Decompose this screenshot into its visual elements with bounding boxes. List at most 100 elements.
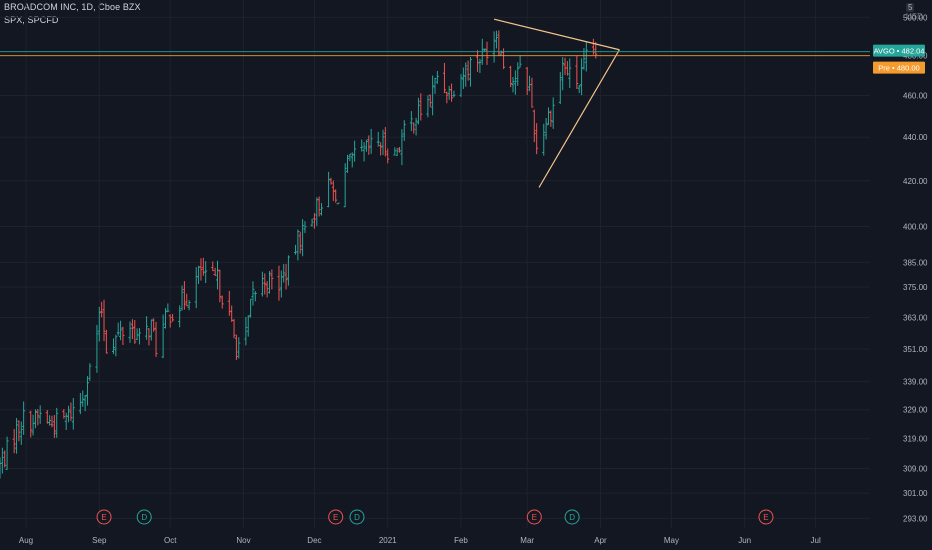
x-tick-label: Feb xyxy=(454,536,468,545)
x-tick-label: Nov xyxy=(236,536,250,545)
ohlc-bar xyxy=(81,390,85,407)
ohlc-bar xyxy=(185,293,189,307)
ohlc-bar xyxy=(563,57,567,75)
ohlc-bar xyxy=(577,85,581,94)
ohlc-bar xyxy=(343,163,347,208)
ohlc-bar xyxy=(100,301,104,318)
ohlc-bar xyxy=(395,147,399,156)
y-tick-label: 363.00 xyxy=(903,314,928,323)
ohlc-bar xyxy=(558,71,562,104)
ohlc-bar xyxy=(518,55,522,68)
marker-circle xyxy=(96,509,112,525)
earnings-marker[interactable]: E xyxy=(526,509,542,525)
ohlc-bar xyxy=(362,142,366,162)
ohlc-bar xyxy=(447,85,451,100)
ohlc-bar xyxy=(298,231,302,254)
y-tick-label: 440.00 xyxy=(903,133,928,142)
marker-circle xyxy=(349,509,365,525)
ohlc-bar xyxy=(97,306,101,342)
ohlc-bar xyxy=(104,329,108,354)
ohlc-bar xyxy=(0,457,2,479)
ohlc-bar xyxy=(263,273,267,295)
y-tick-label: 293.00 xyxy=(903,514,928,523)
ohlc-bar xyxy=(29,410,33,438)
ohlc-bar xyxy=(270,269,274,290)
earnings-marker[interactable]: E xyxy=(758,509,774,525)
ohlc-bar xyxy=(50,415,54,428)
x-tick-label: Oct xyxy=(164,536,177,545)
ohlc-bar xyxy=(379,142,383,156)
ohlc-bar xyxy=(568,58,572,89)
ohlc-bar xyxy=(513,70,517,95)
ohlc-bar xyxy=(52,415,56,438)
earnings-marker[interactable]: E xyxy=(328,509,344,525)
x-tick-label: Jul xyxy=(811,536,821,545)
ohlc-bar xyxy=(237,337,241,359)
ohlc-bar xyxy=(492,31,496,63)
ohlc-bar xyxy=(364,139,368,152)
ohlc-bar xyxy=(31,414,35,436)
ohlc-bar xyxy=(426,95,430,118)
scale-mode-indicator[interactable]: 5 USD xyxy=(906,3,932,21)
ohlc-bar xyxy=(251,281,255,306)
ohlc-bar xyxy=(182,281,186,310)
ohlc-bar xyxy=(565,61,569,76)
marker-circle xyxy=(136,509,152,525)
last-price-label: AVGO • 482.04 xyxy=(873,44,925,57)
ohlc-bar xyxy=(393,147,397,156)
ohlc-bar xyxy=(234,334,238,360)
currency-label: USD xyxy=(906,12,923,21)
marker-circle xyxy=(564,509,580,525)
ohlc-bar xyxy=(116,322,120,336)
ohlc-bar xyxy=(0,447,4,474)
ohlc-bar xyxy=(55,407,59,438)
ohlc-bar xyxy=(128,321,132,343)
dividend-marker[interactable]: D xyxy=(349,509,365,525)
marker-letter: D xyxy=(354,513,360,522)
ohlc-bar xyxy=(249,298,253,318)
dividend-marker[interactable]: D xyxy=(136,509,152,525)
scale-mode-letter[interactable]: 5 xyxy=(906,3,915,12)
ohlc-bar xyxy=(279,270,283,298)
x-tick-label: Apr xyxy=(594,536,607,545)
y-tick-label: 400.00 xyxy=(903,223,928,232)
ohlc-bar xyxy=(329,177,333,185)
earnings-marker[interactable]: E xyxy=(96,509,112,525)
ohlc-bar xyxy=(102,299,106,342)
dividend-marker[interactable]: D xyxy=(564,509,580,525)
ohlc-bar xyxy=(478,58,482,74)
ohlc-bar xyxy=(161,314,165,359)
ohlc-bar xyxy=(575,55,579,89)
ohlc-bar xyxy=(244,316,248,346)
ohlc-bar xyxy=(511,76,515,93)
grid-lines xyxy=(0,0,870,528)
ohlc-bar xyxy=(428,94,432,108)
ohlc-bar xyxy=(485,41,489,65)
chart-subtitle: SPX, SPCFD xyxy=(4,15,59,25)
ohlc-bar xyxy=(69,402,73,421)
pre-market-label-text: Pre • 480.00 xyxy=(878,64,919,73)
last-price-label-bg xyxy=(873,44,925,57)
ohlc-bar xyxy=(450,83,454,102)
ohlc-bar xyxy=(253,290,257,302)
ohlc-bar xyxy=(542,123,546,156)
y-axis: 293.00 301.00 309.00 319.00 329.00 339.00 351.… xyxy=(903,13,928,523)
ohlc-bar xyxy=(494,30,498,49)
ohlc-bar xyxy=(551,97,555,129)
last-price-label-text: AVGO • 482.04 xyxy=(874,47,925,56)
ohlc-bar xyxy=(3,450,7,468)
ohlc-bar xyxy=(398,147,402,153)
ohlc-bar xyxy=(230,305,234,322)
ohlc-bar xyxy=(409,111,413,132)
ohlc-bar xyxy=(171,313,175,322)
ohlc-bar xyxy=(121,326,125,346)
ohlc-bar xyxy=(310,218,314,227)
ohlc-bar xyxy=(36,409,40,426)
ohlc-bar xyxy=(145,316,149,340)
ohlc-bar xyxy=(111,338,115,355)
x-tick-label: Mar xyxy=(520,536,534,545)
ohlc-bar xyxy=(130,319,134,340)
ohlc-bar xyxy=(178,305,182,328)
